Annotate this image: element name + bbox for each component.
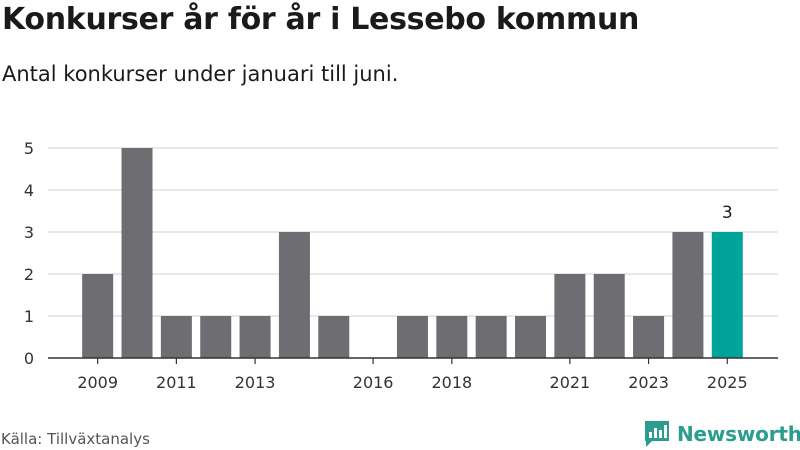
bar-2018 [436,316,468,358]
bars [82,148,743,358]
bar-2023 [633,316,665,358]
x-tick-label: 2009 [77,373,118,392]
newsworthy-logo-icon [645,421,669,447]
chart-subtitle: Antal konkurser under januari till juni. [2,62,399,86]
grid-lines [48,147,778,317]
x-tick-label: 2021 [550,373,591,392]
bar-2021 [554,274,586,358]
y-tick-label: 2 [24,265,34,284]
brand-name: Newsworthy [677,422,800,446]
x-tick-label: 2011 [156,373,197,392]
bar-2014 [278,232,310,358]
y-tick-label: 0 [24,349,34,368]
bar-2025 [711,232,743,358]
y-tick-label: 4 [24,181,34,200]
x-tick-label: 2013 [235,373,276,392]
x-tick-label: 2025 [707,373,748,392]
bar-2017 [396,316,428,358]
x-tick-label: 2016 [353,373,394,392]
y-tick-label: 3 [24,223,34,242]
bar-2022 [593,274,625,358]
bar-2011 [160,316,192,358]
bar-2020 [515,316,547,358]
bar-2010 [121,148,153,358]
bar-2012 [200,316,232,358]
data-label: 3 [722,203,733,223]
source-note: Källa: Tillväxtanalys [1,430,150,448]
x-tick-label: 2018 [431,373,472,392]
bar-2024 [672,232,704,358]
y-tick-label: 5 [24,139,34,158]
bar-2019 [475,316,507,358]
brand-logo-link: Newsworthy [643,419,800,449]
bar-2015 [318,316,350,358]
chart-title: Konkurser år för år i Lessebo kommun [2,2,640,37]
x-axis: 2009 2011 2013 2016 2018 2021 2023 2025 [48,357,778,392]
y-axis-ticks: 0 1 2 3 4 5 [24,139,34,368]
bar-2013 [239,316,271,358]
data-labels: 3 [722,203,733,223]
y-tick-label: 1 [24,307,34,326]
x-tick-label: 2023 [628,373,669,392]
bar-2009 [82,274,114,358]
